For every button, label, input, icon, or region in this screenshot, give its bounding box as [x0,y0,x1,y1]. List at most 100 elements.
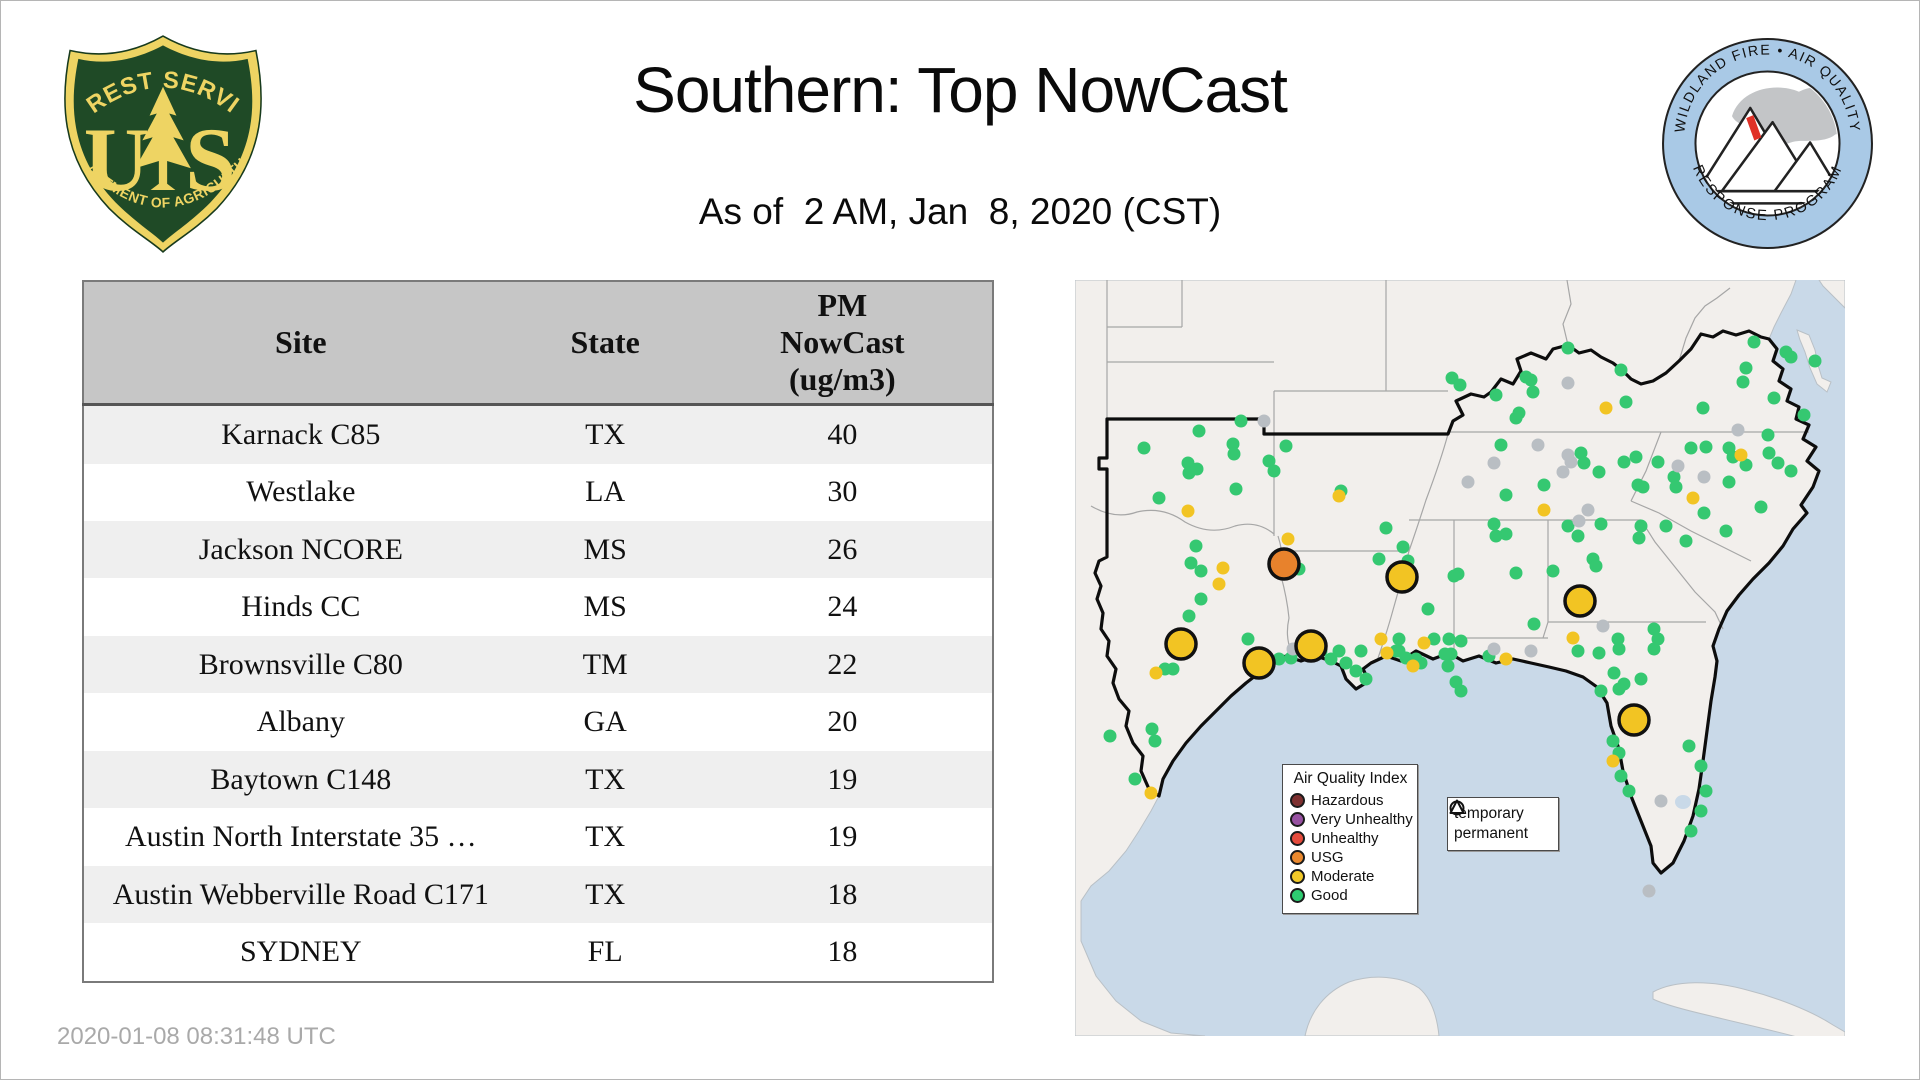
aqi-legend-label: Unhealthy [1311,830,1379,847]
table-cell: Baytown C148 [210,762,392,796]
table-cell: Hinds CC [241,590,361,624]
temporary-monitor-marker-moderate [1242,646,1276,680]
monitor-site-dot [1396,540,1410,554]
monitor-site-dot [1447,569,1461,583]
monitor-site-dot [1596,619,1610,633]
monitor-site-dot [1324,652,1338,666]
temporary-monitor-marker-moderate [1294,629,1328,663]
monitor-site-dot [1632,531,1646,545]
table-cell: Jackson NCORE [198,532,403,566]
table-cell: TX [585,877,626,911]
monitor-site-dot [1651,632,1665,646]
monitor-site-dot [1636,480,1650,494]
monitor-site-dot [1524,644,1538,658]
table-cell: GA [583,705,627,739]
monitor-site-dot [1561,341,1575,355]
nowcast-table: Site State PM NowCast (ug/m3) Karnack C8… [82,280,994,983]
column-header-state: State [517,281,693,406]
table-header-row: Site State PM NowCast (ug/m3) [83,281,993,406]
monitor-site-dot [1614,769,1628,783]
monitor-site-dot [1509,566,1523,580]
table-row: Albany GA 20 [83,693,993,751]
monitor-site-dot [1226,437,1240,451]
monitor-site-dot [1671,459,1685,473]
aqi-legend-label: Good [1311,887,1348,904]
temporary-monitor-marker-moderate [1385,560,1419,594]
monitor-site-dot [1682,739,1696,753]
monitor-site-dot [1762,446,1776,460]
monitor-site-dot [1279,439,1293,453]
table-cell: 20 [827,705,858,739]
aqi-color-swatch [1290,850,1305,865]
aqi-legend-item: USG [1290,849,1411,866]
monitor-site-dot [1699,784,1713,798]
monitor-site-dot [1697,470,1711,484]
aqi-legend-label: Moderate [1311,868,1375,885]
monitor-site-dot [1332,644,1346,658]
monitor-site-dot [1227,447,1241,461]
table-cell: Albany [256,705,345,739]
mountain-right [1773,141,1838,192]
monitor-site-dot [1574,446,1588,460]
aqi-legend-title: Air Quality Index [1293,770,1408,787]
table-cell: TM [582,647,628,681]
monitor-site-dot [1148,734,1162,748]
table-row: Hinds CC MS 24 [83,578,993,636]
table-cell: Austin Webberville Road C171 [112,877,489,911]
monitor-site-dot [1594,684,1608,698]
monitor-site-dot [1684,441,1698,455]
monitor-site-dot [1453,378,1467,392]
temporary-monitor-marker-usg [1267,547,1301,581]
monitor-site-dot [1442,632,1456,646]
table-cell: LA [585,475,626,509]
monitor-site-dot [1699,440,1713,454]
monitor-site-dot [1192,424,1206,438]
table-cell: 30 [827,475,858,509]
aqi-legend: Air Quality Index Hazardous Very Unhealth… [1282,764,1418,914]
forest-service-logo: FOREST SERVICE U S DEPARTMENT OF AGRICUL… [59,33,262,253]
table-body: Karnack C85 TX 40 Westlake LA 30 Jackson NCORE… [83,404,993,982]
page-title: Southern: Top NowCast [633,54,1288,126]
table-cell: 18 [827,877,858,911]
monitor-site-dot [1659,519,1673,533]
monitor-site-dot [1332,489,1346,503]
monitor-site-dot [1241,632,1255,646]
monitor-site-dot [1182,609,1196,623]
monitor-site-dot [1696,401,1710,415]
monitor-site-dot [1647,622,1661,636]
table-cell: Karnack C85 [221,417,381,451]
monitor-site-dot [1216,561,1230,575]
aqi-color-swatch [1290,793,1305,808]
aqi-legend-items: Hazardous Very Unhealthy Unhealthy USG Moder… [1290,792,1413,904]
pine-tree-icon [135,86,191,190]
fs-letter-u: U [84,109,150,210]
temporary-label: temporary [1454,805,1524,822]
monitor-site-dot [1454,634,1468,648]
table-row: SYDNEY FL 18 [83,923,993,982]
table-cell: 19 [827,820,858,854]
aqi-legend-label: Very Unhealthy [1311,811,1413,828]
table-cell: Brownsville C80 [198,647,403,681]
table-cell: TX [585,820,626,854]
table-cell: 18 [827,935,858,969]
aqi-legend-label: USG [1311,849,1344,866]
table-cell: MS [583,590,627,624]
table-row: Austin Webberville Road C171 TX 18 [83,865,993,924]
monitor-site-dot [1149,666,1163,680]
monitor-site-dot [1262,454,1276,468]
table-row: Westlake LA 30 [83,463,993,521]
table-row: Brownsville C80 TM 22 [83,635,993,694]
monitor-site-dot [1454,684,1468,698]
monitor-site-dot [1421,602,1435,616]
monitor-site-dot [1374,632,1388,646]
table-row: Austin North Interstate 35 … TX 19 [83,808,993,866]
aqi-color-swatch [1290,812,1305,827]
monitor-site-dot [1267,464,1281,478]
monitor-site-dot [1679,534,1693,548]
table-row: Baytown C148 TX 19 [83,750,993,809]
marker-type-legend: temporary permanent [1447,797,1559,851]
monitor-site-dot [1166,662,1180,676]
monitor-site-dot [1592,465,1606,479]
monitor-site-dot [1564,455,1578,469]
monitor-site-dot [1494,438,1508,452]
